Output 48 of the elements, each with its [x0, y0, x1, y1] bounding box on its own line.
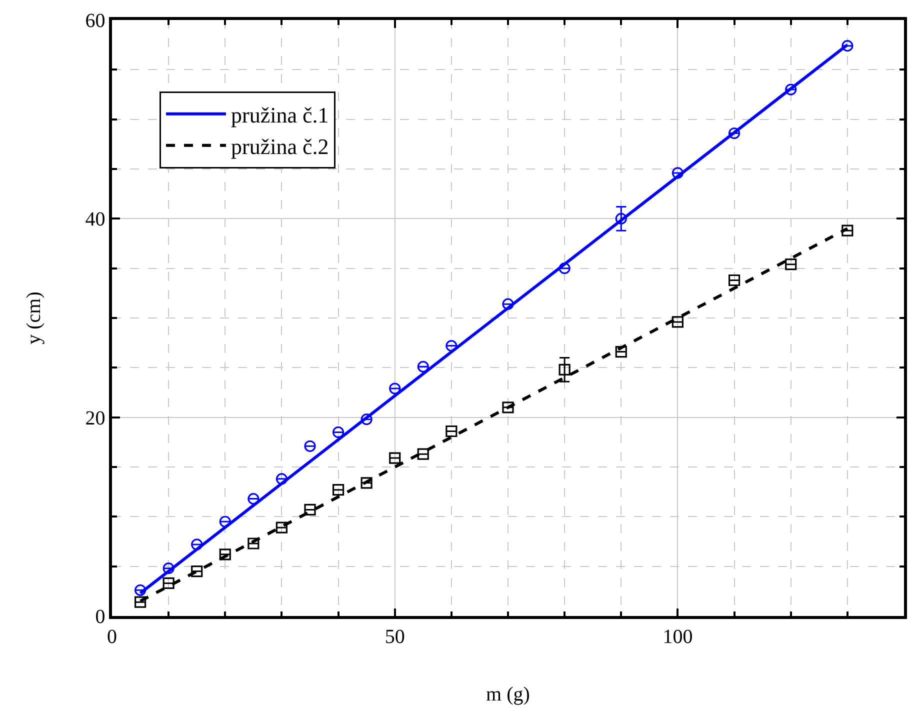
point	[191, 566, 203, 578]
point	[502, 298, 514, 310]
point	[502, 402, 514, 414]
y-axis-title: y (cm)	[22, 292, 45, 344]
point	[785, 84, 797, 96]
point	[276, 522, 288, 534]
point	[728, 274, 740, 286]
point	[332, 426, 344, 438]
y-tick-label: 40	[85, 208, 106, 231]
point	[558, 262, 570, 274]
point	[389, 452, 401, 464]
point	[276, 473, 288, 485]
point	[360, 414, 372, 426]
point	[446, 425, 458, 438]
point	[360, 477, 372, 489]
point	[248, 538, 260, 550]
point	[162, 577, 174, 590]
point	[558, 364, 570, 376]
point	[248, 492, 260, 505]
y-tick-label: 20	[85, 407, 106, 430]
point	[304, 440, 316, 452]
legend-label: pružina č.2	[231, 134, 329, 159]
legend-label: pružina č.1	[231, 102, 329, 128]
point	[332, 484, 344, 496]
point	[615, 346, 627, 358]
point	[842, 40, 854, 52]
point	[304, 504, 316, 516]
point	[728, 127, 740, 140]
point	[842, 224, 854, 236]
point	[162, 562, 174, 574]
point	[672, 316, 684, 328]
point	[672, 167, 684, 179]
point	[134, 596, 146, 608]
point	[417, 360, 429, 372]
point	[191, 538, 203, 550]
point	[446, 340, 458, 352]
point	[389, 382, 401, 394]
x-tick-label: 100	[662, 626, 693, 648]
point	[219, 548, 231, 560]
x-axis-title: m (g)	[486, 683, 530, 706]
point	[219, 516, 231, 528]
y-tick-label: 0	[95, 606, 106, 628]
point	[417, 448, 429, 460]
x-tick-label: 50	[384, 626, 405, 648]
point	[134, 584, 146, 596]
point	[615, 212, 627, 224]
y-tick-label: 60	[85, 10, 106, 32]
point	[785, 258, 797, 270]
